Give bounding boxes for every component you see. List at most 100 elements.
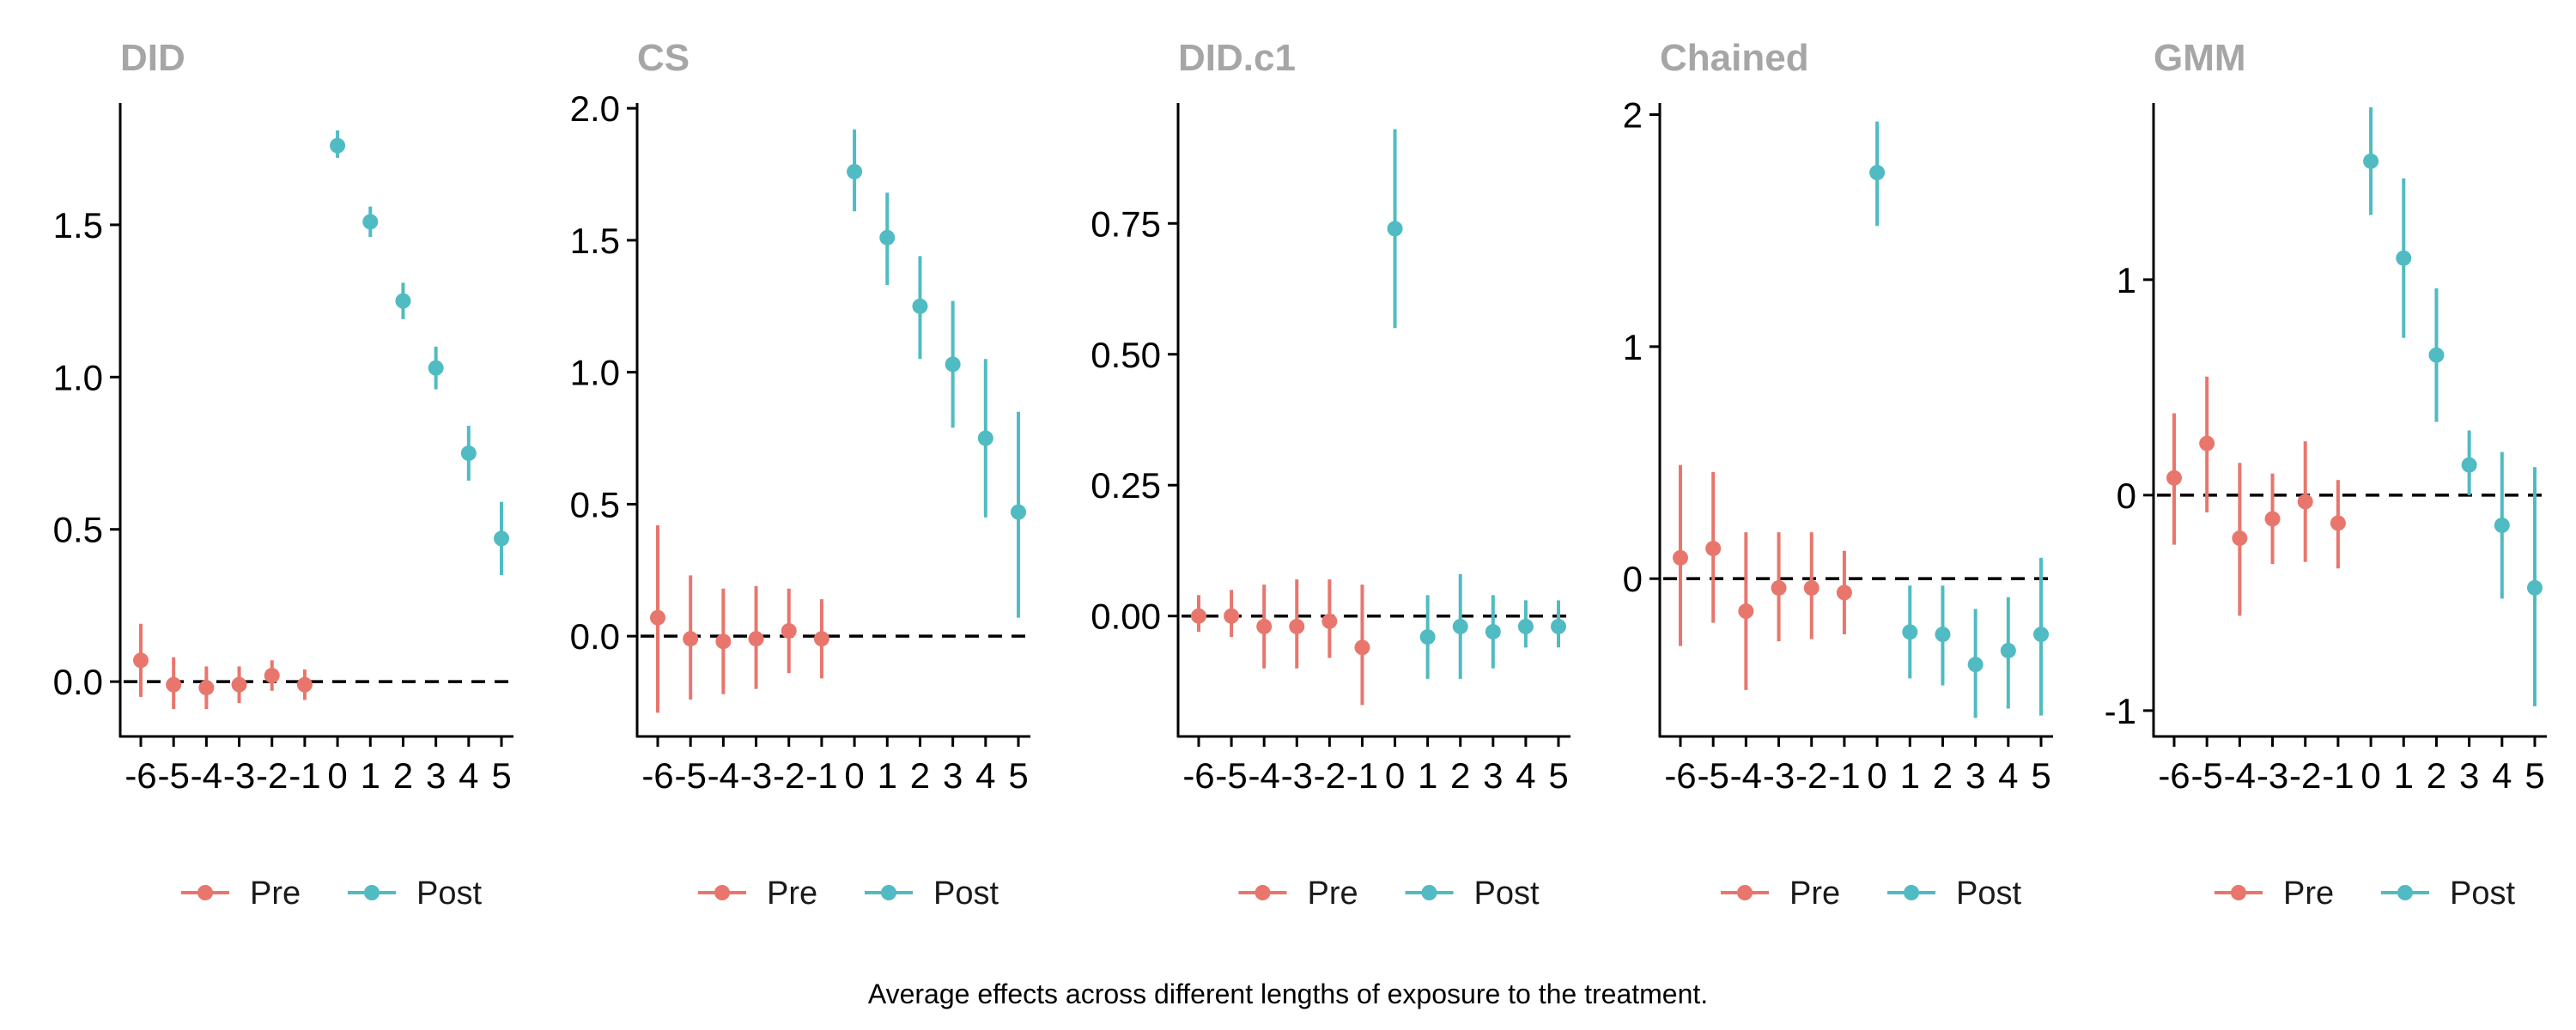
data-point <box>781 623 797 639</box>
x-tick-label: -5 <box>2191 755 2223 796</box>
x-tick-label: -6 <box>1664 755 1696 796</box>
legend: Pre Post <box>181 876 482 912</box>
data-point <box>1738 603 1754 620</box>
y-tick-label: 0.0 <box>53 662 103 702</box>
x-tick-label: 0 <box>1385 755 1405 796</box>
data-point <box>1011 504 1026 520</box>
data-point <box>494 530 509 547</box>
data-point <box>1191 608 1206 624</box>
x-tick-label: -2 <box>256 755 288 796</box>
data-point <box>847 163 863 179</box>
x-tick-label: -2 <box>773 755 805 796</box>
series-post <box>1869 121 2049 718</box>
x-tick-label: 5 <box>1008 755 1028 796</box>
data-point <box>264 668 280 684</box>
series-pre <box>1191 579 1370 706</box>
x-tick-label: 5 <box>2031 755 2050 796</box>
x-tick-label: 2 <box>1933 755 1953 796</box>
data-point <box>1935 627 1951 643</box>
data-point <box>296 676 313 693</box>
data-point <box>2297 494 2313 510</box>
x-tick-label: -6 <box>2158 755 2190 796</box>
data-point <box>650 609 665 626</box>
data-point <box>1967 657 1984 673</box>
panel-cs: CS 0.0 0.5 1.0 1.5 2.0 -6 -5 -4 -3 -2 -1 0 1 2 3 4 5 Pre Po… <box>570 37 1030 912</box>
data-point <box>166 676 182 693</box>
legend-key-post-point <box>2397 885 2413 900</box>
y-tick-label: 1.5 <box>570 221 620 261</box>
x-tick-label: -4 <box>2224 755 2256 796</box>
x-tick-label: 0 <box>327 755 347 796</box>
data-point <box>2264 511 2281 527</box>
panel-title: Chained <box>1660 37 1809 79</box>
data-point <box>1803 579 1820 596</box>
data-point <box>2461 457 2477 473</box>
series-pre <box>1673 464 1852 690</box>
legend-key-post-point <box>881 885 896 900</box>
data-point <box>133 652 149 669</box>
y-tick-label: -1 <box>2105 691 2136 731</box>
series-pre <box>650 525 829 713</box>
data-point <box>2232 530 2248 547</box>
x-tick-label: -3 <box>740 755 772 796</box>
series-post <box>2363 107 2543 706</box>
data-point <box>1289 618 1305 634</box>
legend-key-pre-point <box>714 885 730 900</box>
y-tick-label: 1.0 <box>570 353 620 393</box>
data-point <box>748 631 764 647</box>
y-tick-label: 0 <box>2117 476 2136 516</box>
data-point <box>1224 608 1240 624</box>
x-tick-label: 1 <box>1900 755 1920 796</box>
panel-title: CS <box>637 37 690 79</box>
x-tick-label: -3 <box>2257 755 2288 796</box>
x-tick-label: 4 <box>975 755 995 796</box>
x-tick-label: -1 <box>1346 755 1378 796</box>
x-tick-label: 1 <box>1418 755 1437 796</box>
x-tick-label: 2 <box>1450 755 1470 796</box>
y-tick-label: 0.5 <box>53 510 103 550</box>
x-tick-label: -4 <box>1249 755 1280 796</box>
legend-key-post-point <box>364 885 380 900</box>
y-tick-label: 0.5 <box>570 484 620 524</box>
x-tick-label: -3 <box>223 755 255 796</box>
panel-did-c1: DID.c1 0.00 0.25 0.50 0.75 -6 -5 -4 -3 -2 -1 0 1 2 3 4 5… <box>1091 37 1571 912</box>
legend-label-post: Post <box>2450 876 2515 912</box>
panel-did: DID 0.0 0.5 1.0 1.5 -6 -5 -4 -3 -2 -1 0 1 2 3 4 5 Pre Post <box>53 37 513 912</box>
x-tick-label: -5 <box>158 755 190 796</box>
legend-key-pre-point <box>2231 885 2246 900</box>
y-tick-label: 2.0 <box>570 88 620 129</box>
x-tick-label: -1 <box>805 755 837 796</box>
data-point <box>1551 618 1566 634</box>
y-tick-label: 0.00 <box>1091 597 1161 637</box>
data-point <box>945 356 961 373</box>
x-tick-label: 2 <box>910 755 930 796</box>
data-point <box>362 214 379 230</box>
x-tick-label: 3 <box>2459 755 2479 796</box>
legend-key-post-point <box>1904 885 1919 900</box>
data-point <box>2330 515 2346 531</box>
data-point <box>1673 549 1688 566</box>
x-tick-label: 3 <box>1965 755 1985 796</box>
data-point <box>1256 618 1273 634</box>
data-point <box>1321 613 1338 629</box>
legend-label-pre: Pre <box>1308 876 1358 912</box>
x-tick-label: 1 <box>361 755 380 796</box>
y-tick-label: 2 <box>1623 95 1643 136</box>
data-point <box>2363 153 2379 169</box>
x-tick-label: 0 <box>2360 755 2380 796</box>
data-point <box>813 631 829 647</box>
panel-title: DID.c1 <box>1178 37 1296 79</box>
data-point <box>1869 165 1886 181</box>
x-tick-label: -5 <box>1698 755 1729 796</box>
x-tick-label: 3 <box>943 755 963 796</box>
x-tick-label: -4 <box>191 755 222 796</box>
data-point <box>2428 347 2445 363</box>
x-tick-label: -6 <box>125 755 156 796</box>
legend-label-pre: Pre <box>250 876 301 912</box>
x-tick-label: -1 <box>1828 755 1860 796</box>
data-point <box>2033 627 2049 643</box>
data-point <box>2166 470 2182 486</box>
data-point <box>1902 624 1918 640</box>
series-post <box>330 130 509 575</box>
legend-label-post: Post <box>933 876 999 912</box>
